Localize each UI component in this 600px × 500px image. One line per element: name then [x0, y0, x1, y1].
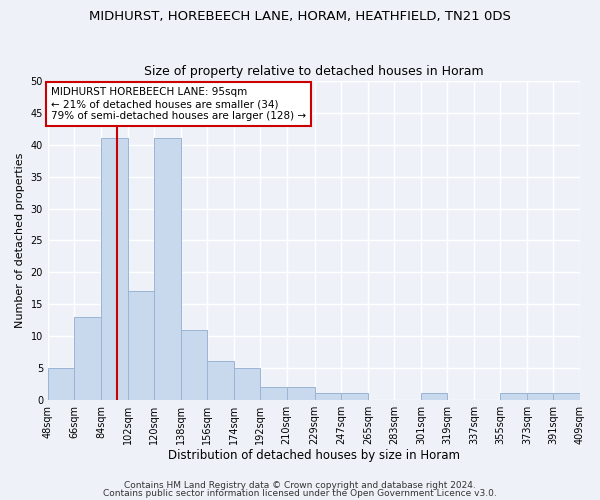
Bar: [421, 394, 448, 400]
Text: MIDHURST HOREBEECH LANE: 95sqm
← 21% of detached houses are smaller (34)
79% of : MIDHURST HOREBEECH LANE: 95sqm ← 21% of …: [51, 88, 306, 120]
Bar: [500, 394, 527, 400]
Bar: [314, 394, 341, 400]
Bar: [101, 138, 128, 400]
Bar: [553, 394, 580, 400]
Bar: [287, 387, 314, 400]
Text: Contains HM Land Registry data © Crown copyright and database right 2024.: Contains HM Land Registry data © Crown c…: [124, 481, 476, 490]
Bar: [48, 368, 74, 400]
Bar: [233, 368, 260, 400]
Text: Contains public sector information licensed under the Open Government Licence v3: Contains public sector information licen…: [103, 488, 497, 498]
Bar: [341, 394, 368, 400]
Bar: [207, 362, 233, 400]
Bar: [154, 138, 181, 400]
Bar: [260, 387, 287, 400]
X-axis label: Distribution of detached houses by size in Horam: Distribution of detached houses by size …: [168, 450, 460, 462]
Bar: [181, 330, 207, 400]
Bar: [128, 292, 154, 400]
Bar: [74, 317, 101, 400]
Text: MIDHURST, HOREBEECH LANE, HORAM, HEATHFIELD, TN21 0DS: MIDHURST, HOREBEECH LANE, HORAM, HEATHFI…: [89, 10, 511, 23]
Bar: [527, 394, 553, 400]
Y-axis label: Number of detached properties: Number of detached properties: [15, 152, 25, 328]
Title: Size of property relative to detached houses in Horam: Size of property relative to detached ho…: [144, 66, 484, 78]
